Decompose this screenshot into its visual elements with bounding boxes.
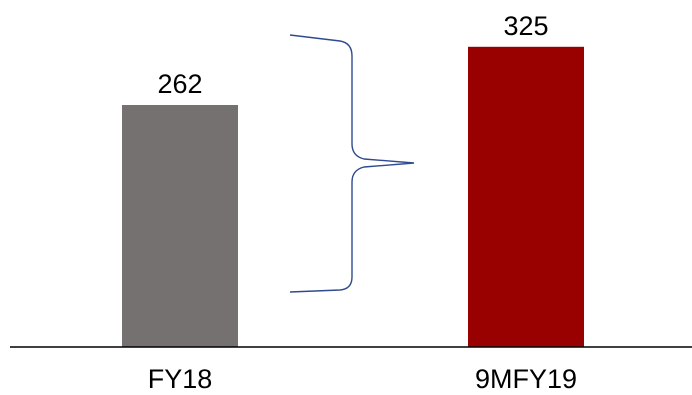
bar-9mfy19 — [468, 46, 584, 348]
labels-layer: 262 FY18 325 9MFY19 — [148, 11, 577, 394]
bars-layer — [122, 46, 584, 348]
bar-fy18 — [122, 105, 238, 347]
x-tick-label-9mfy19: 9MFY19 — [475, 364, 577, 394]
curly-brace-annotation — [289, 34, 415, 293]
data-label-9mfy19: 325 — [503, 11, 548, 41]
data-label-fy18: 262 — [157, 69, 202, 99]
x-tick-label-fy18: FY18 — [148, 364, 213, 394]
